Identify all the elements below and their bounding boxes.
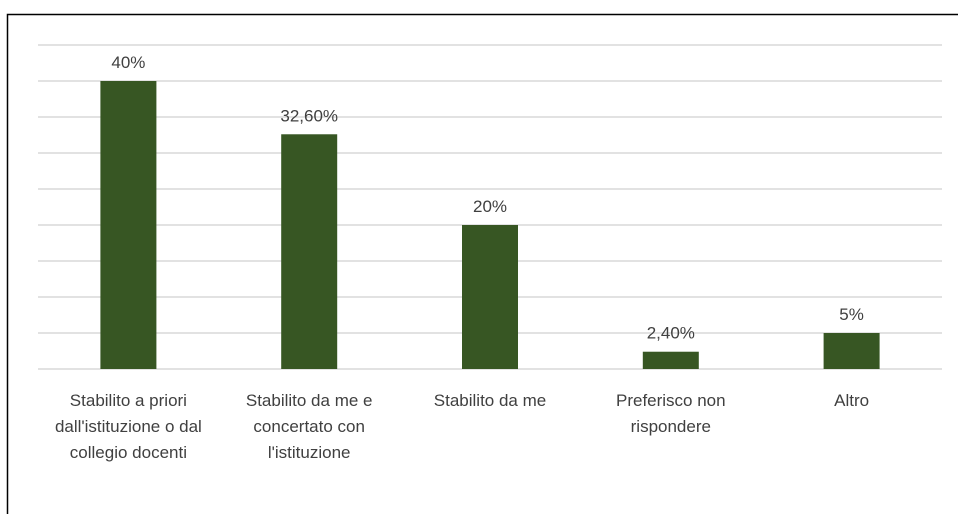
bar xyxy=(462,225,518,369)
value-label: 20% xyxy=(473,197,507,216)
x-tick-label: Preferisco non rispondere xyxy=(615,391,726,436)
value-label: 40% xyxy=(111,53,145,72)
x-tick-label: Stabilito da me xyxy=(433,391,547,410)
x-tick-label: Altro xyxy=(834,391,870,410)
bar xyxy=(100,81,157,369)
chart-border xyxy=(6,13,958,514)
x-tick-label: Stabilito a priori dall'istituzione o da… xyxy=(54,391,202,462)
x-tick-label: Stabilito da me e concertato con l'istit… xyxy=(245,391,373,462)
bar xyxy=(642,351,699,369)
value-label: 32,60% xyxy=(280,106,338,125)
bar xyxy=(281,134,338,369)
value-label: 2,40% xyxy=(647,324,695,343)
value-label: 5% xyxy=(839,305,864,324)
bar xyxy=(823,333,880,369)
